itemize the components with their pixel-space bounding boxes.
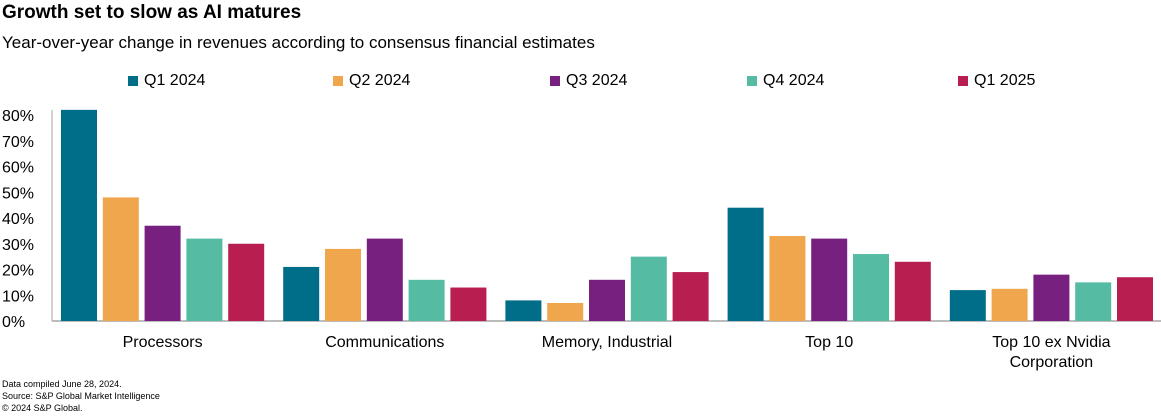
legend-swatch: [550, 76, 560, 86]
legend-label: Q3 2024: [566, 72, 628, 89]
legend-label: Q4 2024: [763, 72, 825, 89]
bar: [727, 207, 764, 321]
legend-label: Q1 2025: [974, 72, 1036, 89]
bar: [186, 238, 223, 321]
note-copyright: © 2024 S&P Global.: [2, 403, 83, 413]
bar: [505, 300, 542, 321]
bar: [547, 302, 584, 321]
y-tick-label: 20%: [2, 263, 34, 280]
bar: [408, 279, 445, 321]
legend-swatch: [333, 76, 343, 86]
bar: [1117, 277, 1153, 321]
x-category-label: Memory, Industrial: [542, 334, 672, 351]
legend-swatch: [128, 76, 138, 86]
y-tick-label: 50%: [2, 185, 34, 202]
y-tick-label: 40%: [2, 211, 34, 228]
bar: [283, 266, 320, 321]
y-tick-label: 60%: [2, 160, 34, 177]
bar: [949, 290, 986, 321]
x-category-label: Top 10 ex Nvidia: [992, 334, 1110, 351]
bar: [144, 225, 181, 321]
legend-label: Q2 2024: [349, 72, 411, 89]
bar: [589, 279, 625, 321]
chart-subtitle: Year-over-year change in revenues accord…: [2, 33, 595, 52]
legend-item: Q1 2025: [958, 72, 1035, 90]
bar: [991, 288, 1028, 321]
note-source: Source: S&P Global Market Intelligence: [2, 391, 160, 401]
bar: [1033, 274, 1070, 321]
bar: [769, 236, 806, 321]
legend-swatch: [747, 76, 757, 86]
bar: [228, 243, 265, 321]
bar: [102, 197, 139, 321]
bar: [450, 287, 487, 321]
bar: [894, 261, 931, 321]
bar: [811, 238, 848, 321]
legend-swatch: [958, 76, 968, 86]
x-category-label: Communications: [325, 334, 444, 351]
y-tick-label: 10%: [2, 288, 34, 305]
bar: [366, 238, 403, 321]
note-date: Data compiled June 28, 2024.: [2, 379, 122, 389]
y-tick-label: 30%: [2, 237, 34, 254]
bar: [672, 272, 709, 321]
x-category-label: Top 10: [805, 334, 853, 351]
footnotes: Data compiled June 28, 2024. Source: S&P…: [2, 378, 160, 414]
bar: [630, 256, 667, 321]
bar: [325, 248, 361, 321]
legend: Q1 2024 Q2 2024 Q3 2024 Q4 2024 Q1 2025: [0, 72, 1161, 92]
legend-item: Q1 2024: [128, 72, 205, 90]
legend-item: Q4 2024: [747, 72, 824, 90]
legend-item: Q3 2024: [550, 72, 627, 90]
legend-label: Q1 2024: [144, 72, 206, 89]
legend-item: Q2 2024: [333, 72, 410, 90]
y-tick-label: 80%: [2, 108, 34, 125]
x-category-label: Processors: [123, 334, 203, 351]
y-tick-label: 70%: [2, 134, 34, 151]
chart-title: Growth set to slow as AI matures: [2, 2, 302, 23]
bar: [853, 254, 889, 321]
y-tick-label: 0%: [2, 314, 25, 331]
bar: [1075, 282, 1112, 321]
bar: [61, 109, 97, 321]
x-category-label: Corporation: [1010, 354, 1094, 371]
